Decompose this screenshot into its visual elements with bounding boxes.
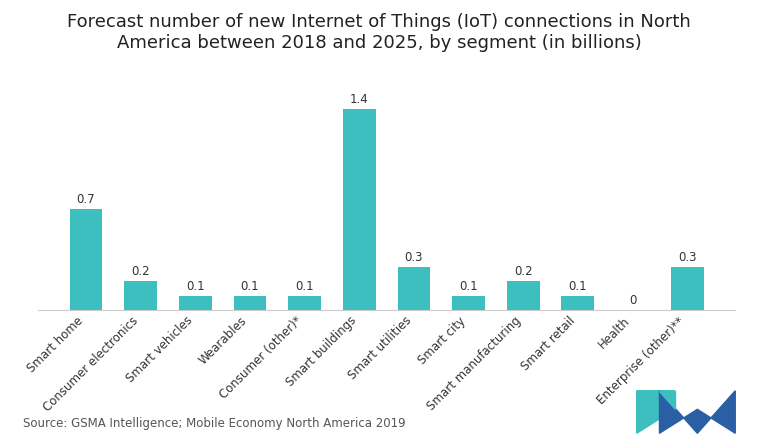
Text: 0.1: 0.1 — [459, 280, 478, 293]
Text: 0: 0 — [629, 294, 636, 307]
Text: 0.7: 0.7 — [77, 194, 96, 206]
Text: 0.3: 0.3 — [678, 251, 697, 264]
Text: 0.3: 0.3 — [405, 251, 423, 264]
Bar — [453, 296, 485, 310]
Bar — [179, 296, 211, 310]
Polygon shape — [637, 391, 675, 433]
Bar — [70, 210, 102, 310]
Text: Forecast number of new Internet of Things (IoT) connections in North
America bet: Forecast number of new Internet of Thing… — [67, 13, 691, 52]
Text: 0.2: 0.2 — [514, 265, 533, 279]
Bar — [124, 281, 157, 310]
Text: Source: GSMA Intelligence; Mobile Economy North America 2019: Source: GSMA Intelligence; Mobile Econom… — [23, 417, 406, 430]
Text: 1.4: 1.4 — [350, 93, 368, 105]
Bar — [397, 267, 431, 310]
Text: 0.2: 0.2 — [131, 265, 150, 279]
Text: 0.1: 0.1 — [568, 280, 587, 293]
Bar — [233, 296, 266, 310]
Bar — [671, 267, 703, 310]
Bar — [507, 281, 540, 310]
Text: 0.1: 0.1 — [296, 280, 314, 293]
Bar — [562, 296, 594, 310]
Bar — [343, 109, 376, 310]
Polygon shape — [659, 391, 675, 409]
Polygon shape — [659, 391, 735, 433]
Text: 0.1: 0.1 — [240, 280, 259, 293]
Bar — [288, 296, 321, 310]
Text: 0.1: 0.1 — [186, 280, 205, 293]
